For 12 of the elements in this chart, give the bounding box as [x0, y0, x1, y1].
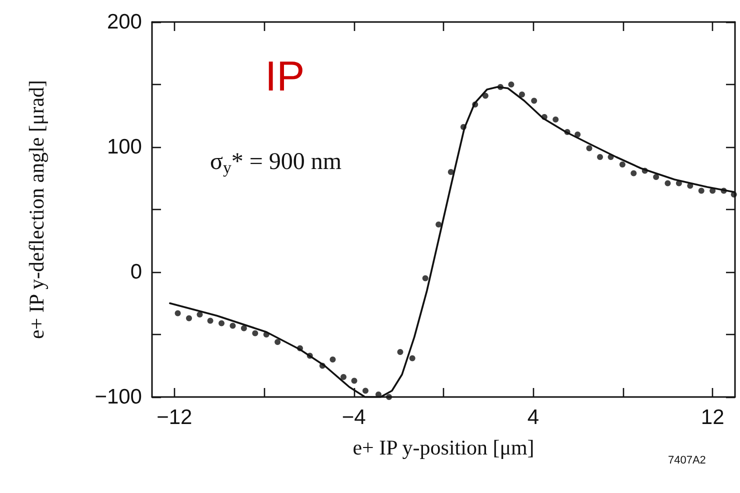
annotation: IP	[265, 52, 305, 100]
x-tick-label: −4	[342, 406, 366, 429]
x-tick-label: −12	[156, 406, 192, 429]
y-tick-label: 0	[130, 260, 142, 284]
x-tick-label: 12	[700, 406, 724, 429]
x-axis-title: e+ IP y-position [μm]	[352, 436, 534, 460]
y-tick-label: 200	[106, 10, 142, 34]
x-tick-label: 4	[527, 406, 540, 429]
y-tick-label: −100	[94, 386, 142, 408]
y-tick-label: 100	[106, 136, 142, 158]
y-axis-title: e+ IP y-deflection angle [μrad]	[24, 80, 48, 340]
text: 7407A2	[668, 454, 706, 466]
